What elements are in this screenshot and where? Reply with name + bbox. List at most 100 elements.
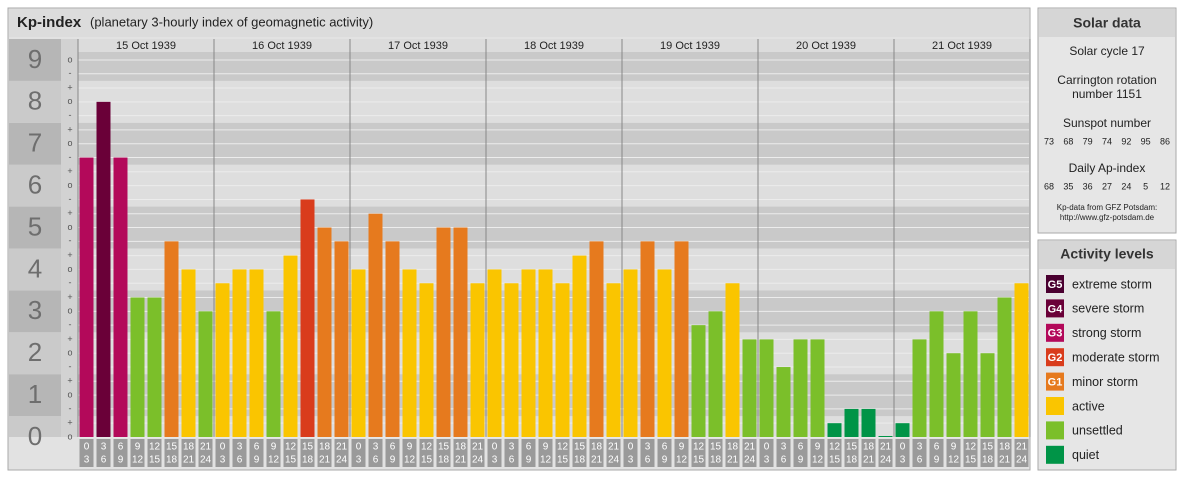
time-cell <box>198 439 213 467</box>
time-end: 9 <box>798 455 804 466</box>
y-tick-label: 1 <box>28 379 42 409</box>
time-end: 18 <box>438 455 450 466</box>
time-cell <box>793 439 808 467</box>
bar <box>946 353 961 437</box>
time-start: 3 <box>509 442 515 453</box>
time-start: 3 <box>373 442 379 453</box>
minor-tick-label: o <box>67 138 72 148</box>
time-cell <box>521 439 536 467</box>
minor-tick-label: o <box>67 431 72 441</box>
title-bar <box>9 9 1029 37</box>
time-end: 6 <box>645 455 651 466</box>
legend-swatch <box>1046 372 1064 391</box>
minor-tick-label: - <box>69 278 72 288</box>
bar <box>368 213 383 437</box>
day-label: 21 Oct 1939 <box>932 40 992 52</box>
minor-tick-label: + <box>67 166 72 176</box>
bar <box>96 101 111 437</box>
y-tick-label: 6 <box>28 170 42 200</box>
solar-cycle: Solar cycle 17 <box>1069 44 1145 58</box>
time-cell <box>572 439 587 467</box>
legend-badge: G3 <box>1048 328 1063 340</box>
minor-tick-label: - <box>69 68 72 78</box>
time-end: 6 <box>781 455 787 466</box>
label-band <box>9 332 61 375</box>
time-start: 3 <box>917 442 923 453</box>
bar <box>283 255 298 437</box>
minor-tick-label: + <box>67 334 72 344</box>
label-band <box>9 122 61 165</box>
time-cell <box>453 439 468 467</box>
time-cell <box>844 439 859 467</box>
time-start: 0 <box>356 442 362 453</box>
time-end: 15 <box>421 455 433 466</box>
time-end: 15 <box>829 455 841 466</box>
bar <box>266 311 281 437</box>
minor-tick-label: - <box>69 152 72 162</box>
time-start: 3 <box>645 442 651 453</box>
time-end: 18 <box>710 455 722 466</box>
time-end: 24 <box>1016 455 1028 466</box>
y-tick-label: 8 <box>28 86 42 116</box>
time-cell <box>674 439 689 467</box>
time-cell <box>810 439 825 467</box>
time-cell <box>606 439 621 467</box>
time-end: 3 <box>764 455 770 466</box>
bar <box>402 269 417 437</box>
time-cell <box>725 439 740 467</box>
time-start: 0 <box>492 442 498 453</box>
time-start: 15 <box>574 442 586 453</box>
ap-index: 12 <box>1160 181 1170 191</box>
bar <box>538 269 553 437</box>
time-start: 9 <box>815 442 821 453</box>
bar <box>810 339 825 437</box>
time-end: 21 <box>455 455 467 466</box>
bar <box>436 227 451 437</box>
minor-tick-label: + <box>67 250 72 260</box>
bar <box>113 157 128 437</box>
time-end: 21 <box>863 455 875 466</box>
time-start: 15 <box>846 442 858 453</box>
time-cell <box>266 439 281 467</box>
time-start: 0 <box>764 442 770 453</box>
bar <box>793 339 808 437</box>
time-start: 9 <box>407 442 413 453</box>
legend-label: severe storm <box>1072 302 1144 316</box>
time-cell <box>436 439 451 467</box>
sunspot-number: 79 <box>1083 136 1093 146</box>
time-start: 6 <box>390 442 396 453</box>
time-end: 24 <box>744 455 756 466</box>
bar <box>759 339 774 437</box>
minor-tick-label: o <box>67 264 72 274</box>
day-header <box>894 39 1030 52</box>
time-start: 12 <box>149 442 161 453</box>
time-end: 15 <box>557 455 569 466</box>
label-band <box>9 416 61 437</box>
day-label: 16 Oct 1939 <box>252 40 312 52</box>
time-end: 15 <box>693 455 705 466</box>
minor-tick-label: o <box>67 96 72 106</box>
solar-panel-header <box>1039 9 1175 37</box>
legend-swatch <box>1046 421 1064 440</box>
time-cell <box>1014 439 1029 467</box>
bar <box>776 367 791 437</box>
time-cell <box>657 439 672 467</box>
time-end: 6 <box>101 455 107 466</box>
minor-tick-label: o <box>67 348 72 358</box>
time-start: 15 <box>710 442 722 453</box>
time-cell <box>997 439 1012 467</box>
time-start: 3 <box>781 442 787 453</box>
day-header <box>758 39 894 52</box>
time-end: 3 <box>220 455 226 466</box>
time-cell <box>317 439 332 467</box>
legend-swatch <box>1046 323 1064 342</box>
time-cell <box>300 439 315 467</box>
legend-swatch <box>1046 397 1064 415</box>
legend-badge: G4 <box>1048 303 1064 315</box>
bar <box>487 269 502 437</box>
sunspot-number: 74 <box>1102 136 1112 146</box>
bar <box>1014 283 1029 437</box>
day-label: 18 Oct 1939 <box>524 40 584 52</box>
time-cell <box>215 439 230 467</box>
time-start: 6 <box>662 442 668 453</box>
